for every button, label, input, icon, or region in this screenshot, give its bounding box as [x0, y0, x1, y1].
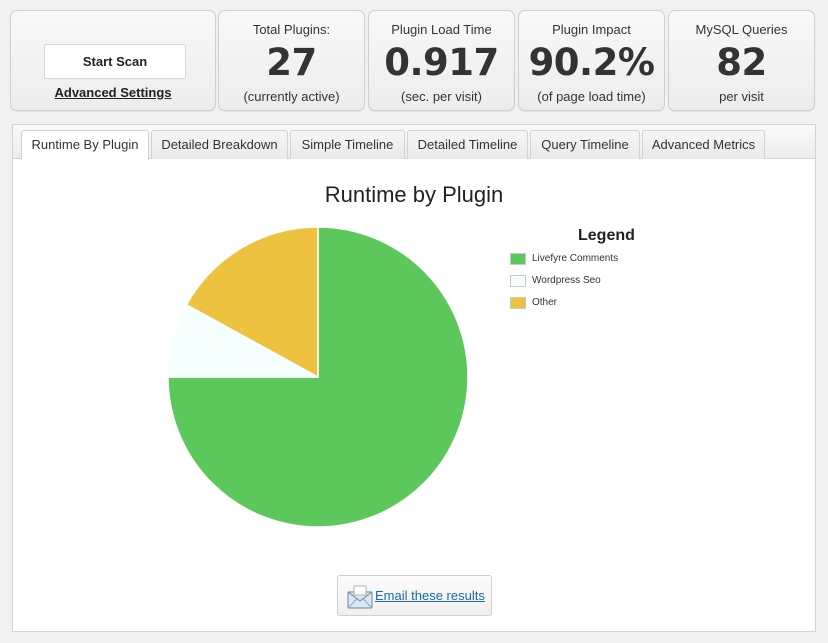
results-panel: Runtime By Plugin Detailed Breakdown Sim… [12, 124, 816, 632]
stat-sublabel: (sec. per visit) [401, 89, 482, 104]
stat-label: Plugin Impact [552, 22, 631, 37]
tab-detailed-timeline[interactable]: Detailed Timeline [407, 130, 528, 159]
tab-detailed-breakdown[interactable]: Detailed Breakdown [151, 130, 288, 159]
stat-mysql-queries: MySQL Queries 82 per visit [668, 10, 815, 111]
legend-title: Legend [578, 227, 635, 244]
pie-slice-livefyre-comments [167, 226, 469, 528]
legend-swatch [510, 275, 526, 287]
advanced-settings-link[interactable]: Advanced Settings [54, 85, 172, 100]
legend-label: Livefyre Comments [532, 253, 619, 264]
scan-card: Start Scan Advanced Settings [10, 10, 216, 111]
chart-title: Runtime by Plugin [324, 182, 504, 207]
stat-value: 90.2% [528, 41, 655, 84]
tab-simple-timeline[interactable]: Simple Timeline [290, 130, 405, 159]
email-results-label[interactable]: Email these results [375, 588, 485, 603]
tab-bar: Runtime By Plugin Detailed Breakdown Sim… [13, 125, 815, 160]
stat-label: Total Plugins: [252, 22, 331, 37]
stat-total-plugins: Total Plugins: 27 (currently active) [218, 10, 365, 111]
email-results-button[interactable]: Email these results [337, 575, 492, 616]
stat-value: 82 [716, 41, 767, 84]
legend-swatch [510, 253, 526, 265]
stat-value: 0.917 [384, 41, 499, 84]
tab-advanced-metrics[interactable]: Advanced Metrics [642, 130, 765, 159]
stat-plugin-load-time: Plugin Load Time 0.917 (sec. per visit) [368, 10, 515, 111]
stat-label: MySQL Queries [695, 22, 788, 37]
stat-value: 27 [266, 41, 317, 84]
stat-plugin-impact: Plugin Impact 90.2% (of page load time) [518, 10, 665, 111]
legend-label: Wordpress Seo [532, 275, 601, 286]
stat-label: Plugin Load Time [391, 22, 492, 37]
tab-query-timeline[interactable]: Query Timeline [530, 130, 640, 159]
stat-sublabel: (of page load time) [537, 89, 646, 104]
legend-swatch [510, 297, 526, 309]
pie-slice-other [185, 226, 319, 379]
runtime-pie-chart [167, 226, 469, 528]
legend-label: Other [532, 297, 558, 308]
start-scan-button[interactable]: Start Scan [44, 44, 186, 79]
stat-sublabel: per visit [719, 89, 764, 104]
envelope-icon [347, 585, 373, 609]
stat-sublabel: (currently active) [243, 89, 340, 104]
tab-runtime-by-plugin[interactable]: Runtime By Plugin [21, 130, 149, 160]
